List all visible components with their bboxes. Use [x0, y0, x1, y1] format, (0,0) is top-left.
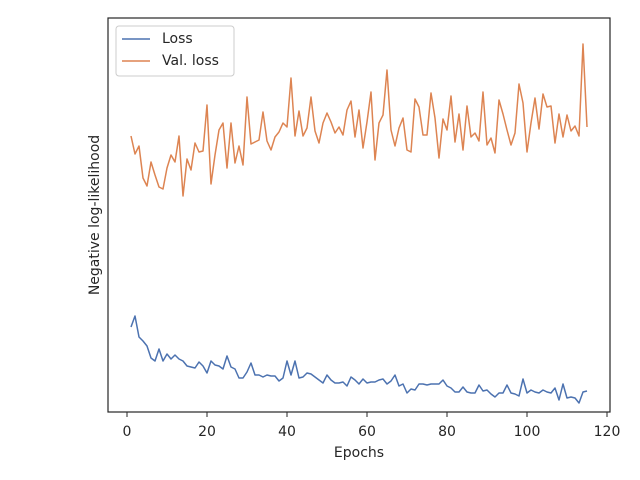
legend-label: Loss: [162, 31, 193, 47]
series-line: [130, 315, 588, 404]
x-tick-label: 40: [278, 424, 296, 440]
x-tick-label: 80: [438, 424, 456, 440]
series-line: [130, 43, 588, 197]
x-tick-label: 0: [123, 424, 132, 440]
x-tick-label: 20: [198, 424, 216, 440]
x-tick-label: 100: [514, 424, 541, 440]
plot-frame: [107, 17, 611, 413]
legend-label: Val. loss: [162, 53, 219, 69]
x-tick-label: 60: [358, 424, 376, 440]
y-axis-label: Negative log-likelihood: [87, 135, 103, 295]
x-tick-label: 120: [594, 424, 621, 440]
x-axis-label: Epochs: [334, 445, 384, 461]
